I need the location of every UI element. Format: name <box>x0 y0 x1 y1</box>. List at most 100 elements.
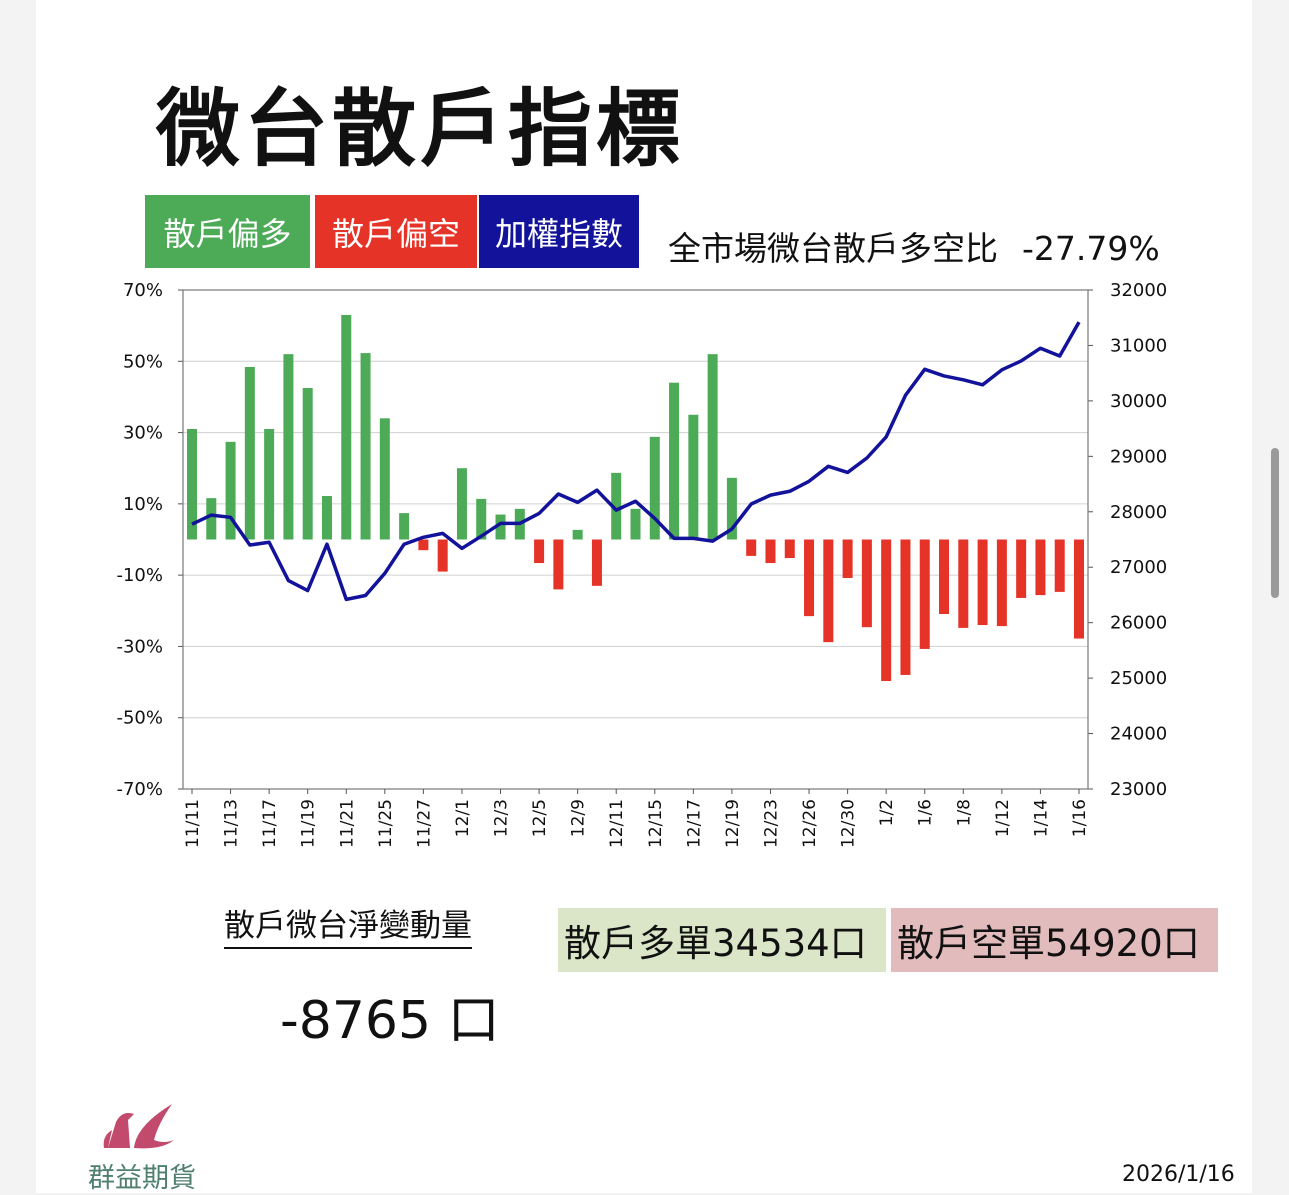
legend-retail-long: 散戶偏多 <box>145 195 310 268</box>
bar-1/5 <box>900 539 911 675</box>
company-logo: 群益期貨 <box>88 1100 198 1195</box>
chart: 70% 50% 30% 10% -10% -30% -50% -70% 32000 31000 30… <box>116 280 1167 848</box>
bar-11/27 <box>418 539 429 551</box>
logo-text: 群益期貨 <box>88 1163 196 1194</box>
plot-frame <box>182 289 1089 790</box>
bar-11/24 <box>360 353 371 540</box>
x-tick-label: 12/15 <box>646 799 666 848</box>
x-tick-label: 11/11 <box>183 799 203 848</box>
net-change-label: 散戶微台淨變動量 <box>224 900 472 949</box>
bar-11/19 <box>302 388 313 540</box>
report-date: 2026/1/16 <box>1122 1162 1235 1187</box>
bar-12/24 <box>784 539 795 559</box>
x-tick-label: 12/5 <box>530 799 550 837</box>
bar-12/31 <box>861 539 872 628</box>
bar-1/13 <box>1016 539 1027 598</box>
retail-long-positions: 散戶多單34534口 <box>558 908 886 972</box>
x-tick-label: 12/11 <box>607 799 627 848</box>
x-tick-label: 1/2 <box>877 799 897 826</box>
x-tick-label: 12/19 <box>723 799 743 848</box>
y-right-tick-label: 23000 <box>1110 779 1167 800</box>
x-tick-label: 12/23 <box>761 799 781 848</box>
bar-12/5 <box>534 539 545 564</box>
bar-12/2 <box>476 498 487 540</box>
x-tick-label: 12/26 <box>800 799 820 848</box>
ratio-label: 全市場微台散戶多空比 <box>668 229 998 268</box>
x-tick-label: 12/17 <box>684 799 704 848</box>
bar-12/1 <box>456 468 467 540</box>
bar-11/17 <box>264 429 275 540</box>
y-left-tick-label: 30% <box>123 423 163 444</box>
x-tick-label: 11/21 <box>337 799 357 848</box>
page-title: 微台散戶指標 <box>156 80 685 178</box>
bar-1/8 <box>958 539 969 628</box>
y-right-tick-label: 29000 <box>1110 446 1167 467</box>
scrollbar[interactable] <box>1271 448 1279 598</box>
x-tick-label: 12/1 <box>453 799 473 837</box>
y-left-tick-label: 70% <box>123 280 163 301</box>
bar-1/6 <box>919 539 930 649</box>
long-short-ratio: 全市場微台散戶多空比 -27.79% <box>668 222 1160 270</box>
report-page: 微台散戶指標 散戶偏多 散戶偏空 加權指數 全市場微台散戶多空比 -27.79% … <box>36 0 1252 1195</box>
bar-11/25 <box>379 418 390 540</box>
bar-1/9 <box>977 539 988 626</box>
bar-11/12 <box>206 498 217 540</box>
y-left-tick-label: 10% <box>123 494 163 515</box>
y-right-tick-label: 25000 <box>1110 668 1167 689</box>
x-tick-label: 12/3 <box>492 799 512 837</box>
bar-12/12 <box>630 508 641 540</box>
x-tick-label: 1/14 <box>1031 799 1051 837</box>
bar-1/15 <box>1054 539 1065 592</box>
bar-11/26 <box>399 513 410 540</box>
y-right-tick-label: 26000 <box>1110 613 1167 634</box>
bar-12/3 <box>495 514 506 540</box>
retail-short-positions: 散戶空單54920口 <box>891 908 1218 972</box>
bar-1/14 <box>1035 539 1046 596</box>
x-tick-label: 11/17 <box>260 799 280 848</box>
bar-12/8 <box>553 539 564 590</box>
y-left-tick-label: -10% <box>116 565 163 586</box>
y-left-tick-label: 50% <box>123 351 163 372</box>
index-line <box>191 321 1081 602</box>
net-change-value: -8765 口 <box>280 991 500 1051</box>
x-tick-label: 1/12 <box>993 799 1013 837</box>
bar-1/7 <box>939 539 950 614</box>
bar-12/11 <box>611 472 622 540</box>
y-right-tick-label: 28000 <box>1110 502 1167 523</box>
eagle-logo-icon <box>103 1104 174 1149</box>
y-left-tick-label: -70% <box>116 779 163 800</box>
bar-11/11 <box>187 429 197 540</box>
bar-11/28 <box>437 539 448 572</box>
bar-11/18 <box>283 354 294 540</box>
bar-12/16 <box>669 382 680 540</box>
bar-1/12 <box>996 539 1007 627</box>
bar-12/26 <box>804 539 815 617</box>
bar-1/2 <box>881 539 892 682</box>
bar-12/15 <box>649 436 660 540</box>
legend-retail-short: 散戶偏空 <box>315 195 477 268</box>
bar-12/9 <box>572 529 583 540</box>
x-tick-label: 1/8 <box>954 799 974 826</box>
x-tick-label: 12/30 <box>839 799 859 848</box>
y-right-tick-label: 27000 <box>1110 557 1167 578</box>
bar-12/10 <box>591 539 602 586</box>
bar-12/30 <box>842 539 853 578</box>
bar-12/17 <box>688 414 699 540</box>
x-tick-label: 11/27 <box>414 799 434 848</box>
y-left-tick-label: -50% <box>116 708 163 729</box>
y-right-tick-label: 24000 <box>1110 724 1167 745</box>
y-right-tick-label: 31000 <box>1110 335 1167 356</box>
y-left-tick-label: -30% <box>116 636 163 657</box>
x-tick-label: 11/19 <box>299 799 319 848</box>
bar-12/19 <box>726 477 737 540</box>
bar-12/23 <box>765 539 776 564</box>
bar-11/13 <box>225 441 236 540</box>
x-tick-label: 11/13 <box>222 799 242 848</box>
bar-11/21 <box>341 314 352 540</box>
bar-1/16 <box>1074 539 1084 639</box>
legend-weighted-index: 加權指數 <box>479 195 639 268</box>
y-right-tick-label: 30000 <box>1110 391 1167 412</box>
ratio-value: -27.79% <box>1022 229 1160 268</box>
x-tick-label: 11/25 <box>376 799 396 848</box>
bar-12/29 <box>823 539 834 643</box>
